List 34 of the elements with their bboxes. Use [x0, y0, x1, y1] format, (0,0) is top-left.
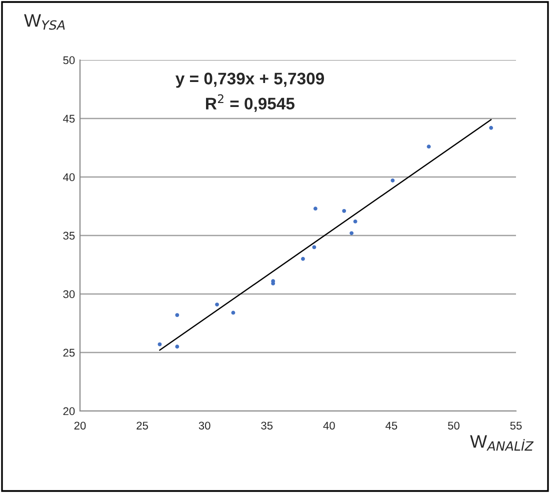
y-tick-label: 45: [63, 114, 75, 123]
point: [342, 208, 346, 213]
x-tick-label: 25: [136, 422, 148, 430]
x-tick-label: 45: [386, 422, 398, 430]
point: [390, 178, 395, 182]
y-tick-label: 35: [63, 232, 75, 240]
point: [489, 126, 494, 130]
y-tick-label: 30: [63, 290, 75, 298]
x-tick-label: 50: [448, 422, 460, 430]
point: [353, 219, 358, 224]
x-tick-label: 20: [74, 422, 86, 430]
x-tick-label: 30: [198, 422, 210, 430]
point: [313, 206, 318, 211]
point: [158, 342, 162, 346]
point: [301, 256, 305, 261]
point: [175, 313, 180, 318]
annotation: y = 0,739x + 5,7309: [176, 72, 324, 88]
point: [350, 231, 354, 236]
point: [312, 245, 316, 250]
y-tick-label: 50: [63, 56, 75, 64]
x-tick-label: 35: [261, 422, 273, 430]
point: [231, 310, 236, 315]
point: [271, 282, 276, 286]
annotation: R$^{2}$ = 0,9545: [206, 94, 294, 112]
x-tick-label: 40: [323, 422, 335, 430]
y-tick-label: 40: [63, 173, 75, 182]
y-tick-label: 25: [63, 348, 75, 357]
point: [175, 344, 180, 349]
y-tick-label: 20: [63, 407, 75, 416]
point: [426, 144, 431, 149]
y-axis-title: W$_{YSA}$: [24, 14, 65, 30]
x-axis-title: W$_{ANALİZ}$: [470, 435, 534, 451]
x-tick-label: 55: [510, 422, 522, 430]
point: [215, 302, 219, 306]
